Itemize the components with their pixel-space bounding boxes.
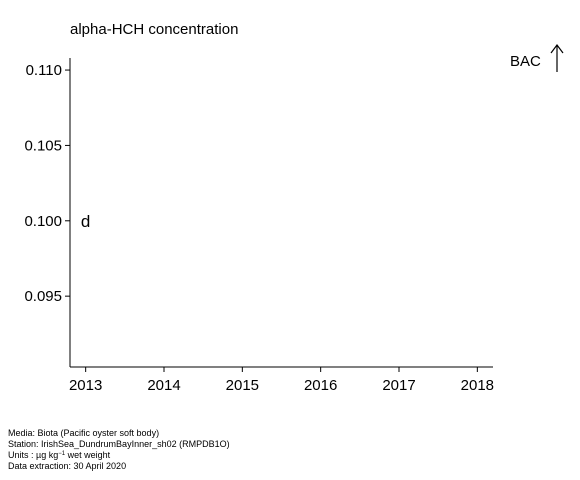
- bac-arrow-icon: [550, 44, 564, 72]
- footer-station: Station: IrishSea_DundrumBayInner_sh02 (…: [8, 438, 230, 449]
- y-tick-label: 0.100: [24, 213, 62, 230]
- footer-media: Media: Biota (Pacific oyster soft body): [8, 428, 160, 438]
- data-point: d: [81, 212, 90, 231]
- x-tick-label: 2017: [382, 377, 415, 394]
- x-tick-label: 2015: [226, 377, 259, 394]
- y-tick-label: 0.095: [24, 288, 62, 305]
- chart-title: alpha-HCH concentration: [70, 21, 238, 38]
- y-tick-label: 0.105: [24, 137, 62, 154]
- bac-label: BAC: [510, 53, 541, 70]
- y-tick-label: 0.110: [26, 62, 62, 79]
- footer-extraction: Data extraction: 30 April 2020: [8, 460, 127, 471]
- x-tick-label: 2016: [304, 377, 337, 394]
- data-points: d: [81, 212, 90, 231]
- x-tick-label: 2018: [461, 377, 494, 394]
- footer: Media: Biota (Pacific oyster soft body) …: [8, 428, 230, 471]
- footer-units: Units : µg kg−1 wet weight: [8, 450, 111, 461]
- x-tick-label: 2013: [69, 377, 102, 394]
- axes: 0.110 0.105 0.100 0.095 2013 2014 2015 2016 2017…: [24, 58, 494, 394]
- x-tick-label: 2014: [147, 377, 180, 394]
